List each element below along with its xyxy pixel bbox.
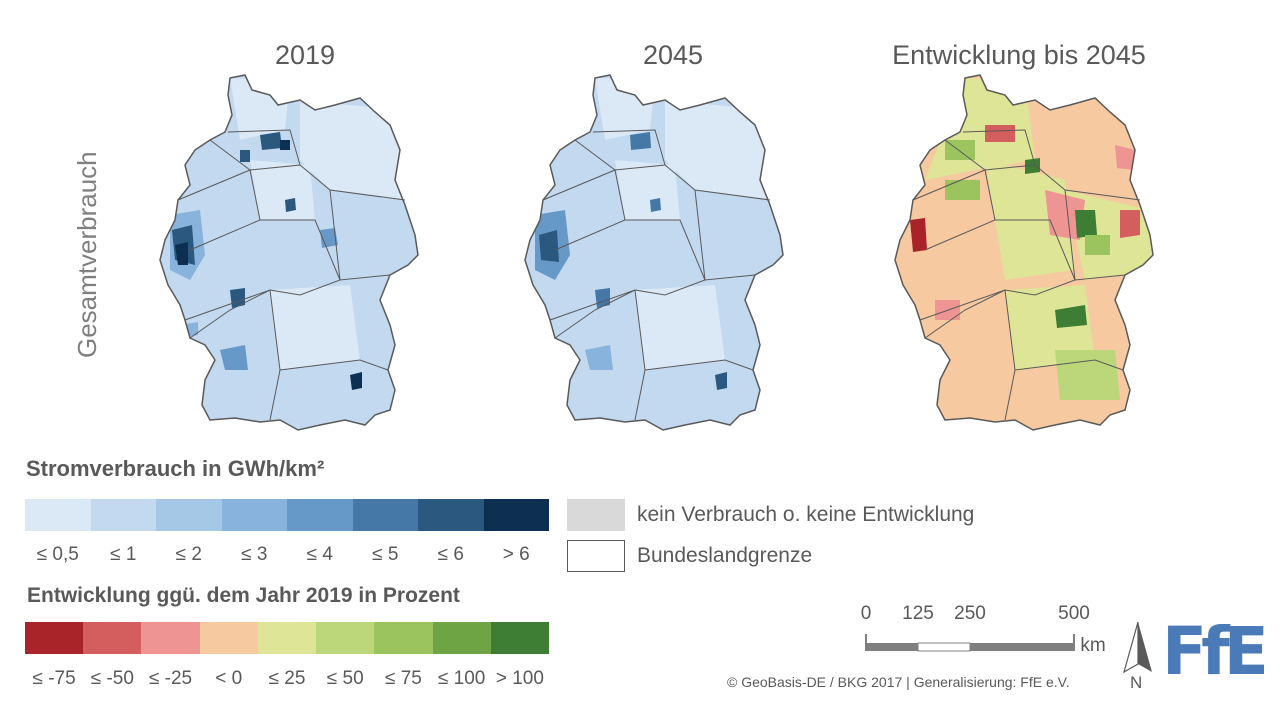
legend-consumption-labels: ≤ 0,5 ≤ 1 ≤ 2 ≤ 3 ≤ 4 ≤ 5 ≤ 6 > 6 — [25, 544, 549, 568]
change-class-label: < 0 — [215, 668, 243, 689]
change-class-swatch — [83, 622, 142, 654]
consumption-class-swatch — [287, 499, 353, 531]
change-class-swatch — [316, 622, 375, 654]
map-2019 — [159, 74, 419, 431]
consumption-class-label: ≤ 6 — [437, 544, 464, 565]
consumption-class-label: ≤ 2 — [175, 544, 202, 565]
copyright-notice: © GeoBasis-DE / BKG 2017 | Generalisieru… — [727, 674, 1070, 690]
change-class-label: ≤ 50 — [326, 668, 364, 689]
change-class-label: ≤ -25 — [148, 668, 193, 689]
legend-change-title: Entwicklung ggü. dem Jahr 2019 in Prozen… — [27, 584, 460, 607]
map-title-change: Entwicklung bis 2045 — [892, 40, 1146, 70]
state-border-swatch — [567, 540, 625, 572]
legend-change-labels: ≤ -75 ≤ -50 ≤ -25 < 0 ≤ 25 ≤ 50 ≤ 75 ≤ 100 > 100 — [25, 668, 549, 692]
change-class-label: ≤ -75 — [32, 668, 76, 689]
consumption-class-swatch — [90, 499, 156, 531]
state-border-label: Bundeslandgrenze — [637, 544, 813, 567]
change-class-swatch — [432, 622, 491, 654]
scalebar-tick-label: 500 — [1058, 603, 1090, 624]
consumption-class-label: ≤ 1 — [110, 544, 137, 565]
consumption-class-swatch — [25, 499, 91, 531]
legend-consumption-colorbar — [25, 499, 549, 531]
change-class-label: > 100 — [495, 668, 544, 689]
consumption-class-swatch — [221, 499, 287, 531]
scalebar-unit: km — [1080, 635, 1106, 656]
legend-change-colorbar — [25, 622, 549, 654]
no-data-swatch — [567, 499, 625, 531]
consumption-class-swatch — [418, 499, 484, 531]
north-arrow-icon — [1123, 621, 1152, 674]
ffe-logo: FfE — [1162, 613, 1269, 690]
change-class-swatch — [141, 622, 200, 654]
change-class-swatch — [199, 622, 258, 654]
map-title-2019: 2019 — [274, 40, 336, 70]
scalebar — [865, 634, 1075, 652]
consumption-class-swatch — [352, 499, 418, 531]
consumption-class-label: ≤ 4 — [306, 544, 333, 565]
row-label-total-consumption: Gesamtverbrauch — [72, 151, 102, 358]
no-data-label: kein Verbrauch o. keine Entwicklung — [637, 503, 975, 526]
consumption-class-swatch — [156, 499, 222, 531]
consumption-class-label: ≤ 3 — [241, 544, 268, 565]
consumption-class-swatch — [483, 499, 549, 531]
consumption-class-label: ≤ 0,5 — [36, 544, 79, 565]
map-change-2045 — [894, 74, 1154, 431]
north-label: N — [1130, 673, 1143, 692]
change-class-label: ≤ 100 — [437, 668, 486, 689]
change-class-swatch — [374, 622, 433, 654]
map-title-2045: 2045 — [642, 40, 704, 70]
change-class-label: ≤ 25 — [268, 668, 306, 689]
consumption-class-label: > 6 — [502, 544, 530, 565]
map-2045 — [524, 74, 784, 431]
change-class-swatch — [257, 622, 317, 654]
legend-consumption-title: Stromverbrauch in GWh/km² — [26, 456, 325, 481]
scalebar-tick-label: 250 — [954, 603, 986, 624]
change-class-label: ≤ -50 — [90, 668, 134, 689]
scalebar-tick-label: 125 — [902, 603, 934, 624]
change-class-label: ≤ 75 — [385, 668, 422, 689]
change-class-swatch — [25, 622, 84, 654]
scalebar-tick-label: 0 — [860, 603, 872, 624]
change-class-swatch — [490, 622, 549, 654]
consumption-class-label: ≤ 5 — [372, 544, 399, 565]
